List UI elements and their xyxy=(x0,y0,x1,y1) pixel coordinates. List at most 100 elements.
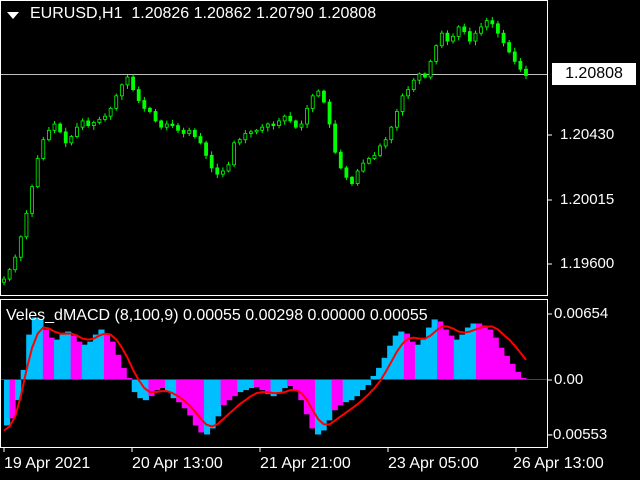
histogram-bar xyxy=(364,380,372,386)
candle-body xyxy=(18,236,23,258)
candle-body xyxy=(7,269,12,280)
histogram-bar xyxy=(270,380,277,397)
candle-body xyxy=(198,136,203,144)
histogram-bar xyxy=(237,380,244,393)
histogram-bar xyxy=(203,380,211,435)
candle-body xyxy=(361,162,366,172)
histogram-bar xyxy=(453,339,460,380)
candle-body xyxy=(310,95,315,109)
histogram-bar xyxy=(153,380,161,391)
candle-body xyxy=(434,45,439,62)
histogram-bar xyxy=(137,380,144,399)
candle-body xyxy=(462,26,467,33)
candle-body xyxy=(524,68,528,76)
histogram-bar xyxy=(376,367,383,380)
candle-body xyxy=(378,145,382,156)
histogram-bar xyxy=(192,380,199,426)
candle-body xyxy=(237,139,242,144)
histogram-bar xyxy=(470,323,477,380)
time-axis-label-3: 21 Apr 21:00 xyxy=(260,455,351,472)
histogram-bar xyxy=(381,357,388,380)
candle-body xyxy=(456,26,461,37)
histogram-bar xyxy=(131,380,138,393)
candle-body xyxy=(30,186,34,214)
histogram-bar xyxy=(70,335,77,380)
candle-body xyxy=(108,107,113,117)
histogram-bar xyxy=(276,380,283,393)
candle-body xyxy=(52,123,57,131)
histogram-bar xyxy=(242,380,249,391)
candle-body xyxy=(395,111,399,128)
candle-body xyxy=(451,35,455,42)
histogram-bar xyxy=(314,380,322,435)
candle-body xyxy=(221,170,225,175)
candle-body xyxy=(417,73,422,81)
candles-group xyxy=(2,16,528,286)
candle-body xyxy=(41,139,46,159)
candle-body xyxy=(215,167,220,175)
candle-body xyxy=(63,131,68,144)
histogram-bar xyxy=(215,380,222,417)
candle-body xyxy=(344,167,349,178)
histogram-bar xyxy=(59,334,66,380)
candle-body xyxy=(75,126,79,137)
histogram-bar xyxy=(226,380,233,401)
histogram-bar xyxy=(259,380,266,391)
candle-body xyxy=(24,212,29,238)
histogram-bar xyxy=(220,380,227,406)
current-price-tag: 1.20808 xyxy=(552,63,636,85)
histogram-bar xyxy=(4,380,11,426)
ohlc-low: 1.20790 xyxy=(255,5,314,22)
candle-body xyxy=(305,107,309,125)
dropdown-arrow-icon[interactable] xyxy=(7,12,19,19)
histogram-bar xyxy=(492,337,499,380)
histogram-bar xyxy=(209,380,216,429)
time-axis-label-5: 26 Apr 13:00 xyxy=(513,455,604,472)
histogram-bar xyxy=(426,327,433,380)
histogram-bar xyxy=(331,380,338,411)
histogram-bar xyxy=(487,329,494,380)
candle-body xyxy=(327,101,332,125)
histogram-bar xyxy=(253,380,261,388)
candle-body xyxy=(383,139,388,147)
candle-body xyxy=(97,118,102,123)
candle-body xyxy=(277,120,281,127)
histogram-bar xyxy=(92,334,100,380)
histogram-bar xyxy=(103,333,111,380)
histogram-bar xyxy=(353,380,361,397)
histogram-bar xyxy=(98,329,105,380)
signal-line xyxy=(3,325,527,432)
candle-body xyxy=(293,120,298,128)
histogram-bar xyxy=(120,367,127,380)
candle-body xyxy=(131,76,135,90)
candle-body xyxy=(411,79,416,90)
candle-body xyxy=(260,126,265,131)
price-panel-frame xyxy=(0,0,548,296)
histogram-bar xyxy=(31,317,38,380)
candle-body xyxy=(406,89,411,97)
candle-body xyxy=(91,122,96,127)
histogram-bar xyxy=(437,321,444,380)
candle-body xyxy=(490,20,495,25)
candle-body xyxy=(473,32,478,42)
candle-body xyxy=(47,129,51,141)
candle-body xyxy=(86,120,91,127)
histogram-bar xyxy=(509,363,516,380)
candle-body xyxy=(69,136,74,144)
candle-body xyxy=(484,20,489,28)
candle-body xyxy=(114,95,119,109)
histogram-bar xyxy=(115,354,122,380)
histogram-bar xyxy=(298,380,305,401)
indicator-axis-label-3: -0.00553 xyxy=(548,426,608,443)
candle-body xyxy=(148,107,152,112)
histogram-bar xyxy=(403,333,410,380)
histogram-bar xyxy=(498,347,505,380)
candle-body xyxy=(423,73,427,78)
histogram-bar xyxy=(53,339,61,380)
histogram-bar xyxy=(87,341,94,380)
indicator-axis-label-1: 0.00654 xyxy=(554,305,609,322)
histogram-bar xyxy=(37,319,44,380)
price-header: EURUSD,H1 1.20826 1.20862 1.20790 1.2080… xyxy=(30,5,376,23)
